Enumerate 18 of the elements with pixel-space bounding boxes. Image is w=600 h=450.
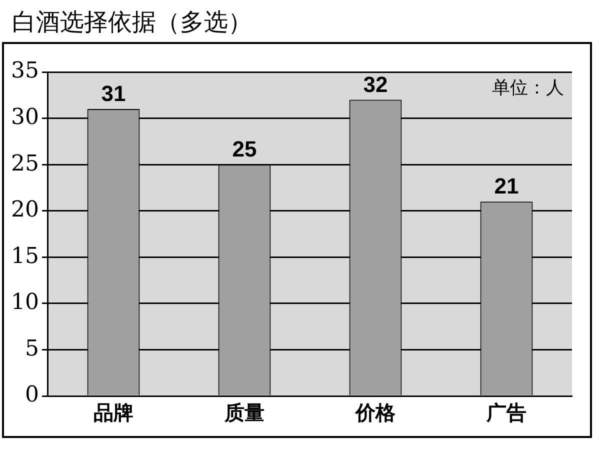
x-tick-label: 质量 [223,402,264,425]
chart-title: 白酒选择依据（多选） [12,7,252,38]
y-tick-label: 5 [24,336,39,362]
x-tick-label: 价格 [354,402,396,425]
y-tick-label: 0 [24,382,39,408]
y-tick-label: 30 [10,105,39,130]
y-tick-label: 35 [10,58,39,84]
y-tick-label: 15 [10,244,39,269]
data-label: 32 [363,72,388,97]
data-label: 21 [494,174,519,199]
x-tick-label: 品牌 [93,402,134,425]
y-tick-label: 25 [10,151,39,176]
y-tick-label: 20 [10,198,39,223]
y-tick-label: 10 [10,290,39,316]
x-tick-label: 广告 [486,402,526,425]
annotation: 单位：人 [492,78,564,99]
data-label: 25 [232,136,257,162]
data-label: 31 [101,81,126,106]
